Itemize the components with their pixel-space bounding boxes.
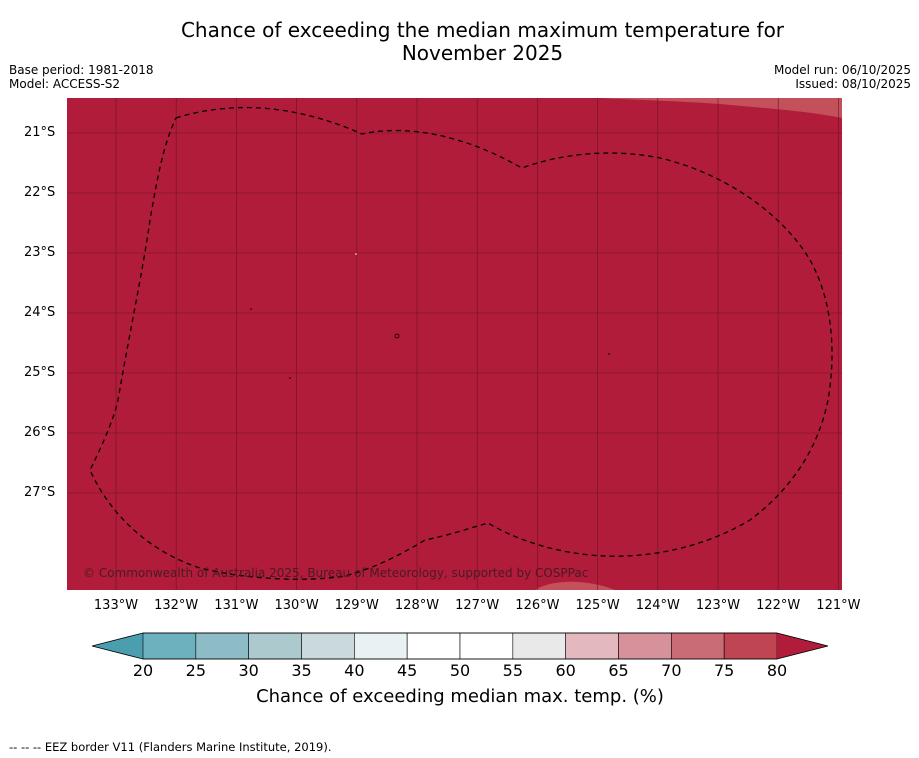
colorbar-tick: 25 [185, 661, 206, 680]
lat-label: 24°S [24, 305, 56, 320]
colorbar-segment [565, 632, 619, 660]
colorbar-over-arrow [777, 633, 828, 659]
colorbar-under-arrow [92, 633, 143, 659]
island-mark [394, 333, 400, 339]
colorbar-segment [195, 632, 249, 660]
colorbar-tick: 55 [502, 661, 523, 680]
colorbar-tick: 75 [713, 661, 735, 680]
colorbar-segment [671, 632, 725, 660]
lat-label: 26°S [24, 425, 56, 440]
colorbar-segment [301, 632, 355, 660]
lon-label: 121°W [816, 598, 861, 613]
meta-right: Model run: 06/10/2025 Issued: 08/10/2025 [774, 63, 911, 91]
colorbar-label: Chance of exceeding median max. temp. (%… [256, 686, 664, 707]
model-name: Model: ACCESS-S2 [9, 77, 121, 91]
colorbar-segment [459, 632, 514, 660]
colorbar-tick: 80 [766, 661, 788, 680]
light-patch-bottom [535, 581, 615, 590]
colorbar-tick: 40 [344, 661, 365, 680]
island-mark [355, 253, 357, 255]
issued-date: Issued: 08/10/2025 [795, 77, 911, 91]
lon-label: 127°W [455, 598, 500, 613]
colorbar-segment [142, 632, 197, 660]
colorbar-segment [354, 632, 408, 660]
lat-label: 22°S [24, 185, 56, 200]
probability-field [67, 98, 842, 590]
copyright-notice: © Commonwealth of Australia 2025, Bureau… [83, 566, 589, 580]
light-patch-top-right [600, 98, 842, 118]
eez-border [89, 106, 833, 580]
colorbar-segment [406, 632, 461, 660]
graticule [67, 98, 842, 590]
island-mark [289, 377, 291, 379]
title-line-2: November 2025 [401, 41, 564, 65]
colorbar-segment [723, 632, 778, 660]
lon-label: 126°W [515, 598, 560, 613]
meta-left: Base period: 1981-2018 Model: ACCESS-S2 [9, 63, 154, 91]
eez-legend: -- -- -- EEZ border V11 (Flanders Marine… [9, 740, 332, 754]
colorbar-segment [618, 632, 672, 660]
lat-label: 25°S [24, 365, 56, 380]
island-mark [608, 353, 610, 355]
lat-label: 23°S [24, 245, 56, 260]
lon-label: 128°W [394, 598, 440, 613]
lon-label: 133°W [93, 598, 139, 613]
model-run: Model run: 06/10/2025 [773, 63, 911, 77]
chart-title: Chance of exceeding the median maximum t… [60, 19, 905, 65]
lat-label: 27°S [24, 485, 56, 500]
colorbar-tick: 65 [608, 661, 629, 680]
base-period: Base period: 1981-2018 [9, 63, 154, 77]
colorbar-tick: 35 [291, 661, 312, 680]
lon-label: 131°W [214, 598, 259, 613]
title-line-1: Chance of exceeding the median maximum t… [180, 18, 785, 42]
lon-label: 130°W [274, 598, 319, 613]
lon-label: 122°W [756, 598, 801, 613]
colorbar-segments [142, 632, 778, 660]
colorbar-outline [91, 632, 829, 660]
lat-label: 21°S [24, 125, 56, 140]
colorbar [91, 632, 829, 660]
colorbar-tick: 60 [555, 661, 576, 680]
lon-label: 125°W [575, 598, 620, 613]
colorbar-segment [248, 632, 302, 660]
lon-label: 123°W [695, 598, 741, 613]
colorbar-tick: 45 [396, 661, 418, 680]
colorbar-segment [512, 632, 566, 660]
lon-label: 129°W [334, 598, 379, 613]
colorbar-tick: 20 [132, 661, 154, 680]
lon-label: 132°W [154, 598, 199, 613]
colorbar-tick: 30 [238, 661, 259, 680]
colorbar-tick: 70 [661, 661, 682, 680]
lon-label: 124°W [635, 598, 680, 613]
colorbar-tick: 50 [449, 661, 471, 680]
island-mark [250, 308, 252, 310]
